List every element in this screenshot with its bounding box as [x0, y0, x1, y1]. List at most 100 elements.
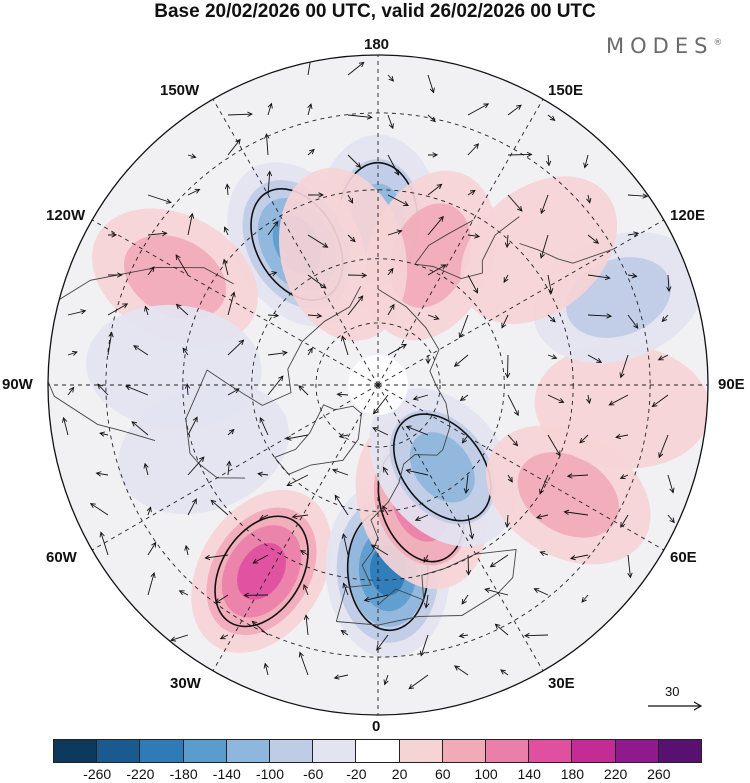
wind-arrow-head — [271, 271, 278, 277]
wind-arrow — [334, 495, 349, 516]
wind-arrow-head — [461, 598, 467, 605]
wind-arrow — [227, 429, 235, 436]
wind-arrow-head — [558, 398, 565, 403]
colorbar — [53, 739, 703, 763]
wind-arrow — [307, 234, 328, 248]
wind-arrow-head — [423, 557, 429, 563]
wind-arrow-head — [165, 198, 172, 204]
wind-arrow — [620, 514, 629, 528]
latitude-circle — [315, 322, 441, 448]
colorbar-bin-4 — [225, 739, 271, 763]
wind-arrow-head — [175, 303, 182, 310]
meridian-line — [377, 384, 665, 551]
wind-arrow-head — [569, 555, 576, 561]
wind-arrow — [587, 234, 599, 244]
wind-arrow-head — [303, 583, 309, 590]
label-lon-90w: 90W — [2, 376, 33, 393]
wind-arrow-head — [376, 644, 382, 651]
wind-arrow — [567, 474, 589, 477]
wind-arrow — [147, 542, 157, 556]
wind-arrow-head — [579, 437, 585, 444]
wind-arrow-head — [669, 517, 675, 524]
wind-arrow — [343, 583, 349, 596]
anomaly-cell — [534, 344, 708, 469]
wind-arrow — [341, 630, 349, 636]
wind-arrow-head — [363, 596, 370, 603]
wind-arrow — [176, 304, 189, 316]
wind-arrow — [413, 394, 429, 400]
wind-arrow — [307, 149, 315, 156]
wind-arrow — [307, 347, 313, 356]
wind-arrow — [547, 274, 552, 294]
wind-arrow — [581, 594, 589, 603]
wind-arrow — [131, 421, 149, 436]
wind-arrow — [387, 304, 395, 316]
wind-arrow-head — [388, 76, 395, 82]
wind-arrow — [454, 354, 469, 367]
wind-arrow-head — [424, 602, 430, 609]
wind-arrow-head — [80, 309, 87, 315]
wind-arrow-head — [539, 488, 545, 495]
wind-arrow — [298, 385, 309, 396]
wind-arrow-head — [615, 433, 621, 440]
colorbar-tick-label: 260 — [647, 766, 671, 782]
label-lon-0: 0 — [372, 718, 381, 735]
wind-arrow — [205, 554, 229, 559]
wind-arrow-head — [517, 205, 523, 212]
wind-arrow — [423, 554, 429, 563]
wind-arrow-head — [219, 634, 226, 640]
wind-arrow — [364, 594, 389, 601]
label-lon-120w: 120W — [46, 207, 86, 224]
anomaly-contour — [237, 543, 286, 600]
wind-arrow — [303, 584, 309, 596]
coastline — [185, 286, 361, 479]
wind-arrow-head — [298, 651, 304, 658]
wind-arrow-head — [361, 272, 368, 279]
wind-arrow — [462, 434, 469, 444]
wind-arrow-head — [489, 562, 496, 568]
wind-arrow — [223, 259, 229, 276]
meridian-line — [91, 384, 379, 551]
wind-arrow — [347, 234, 356, 242]
anomaly-cell — [118, 382, 289, 515]
wind-arrow-head — [633, 323, 639, 329]
wind-arrow — [334, 674, 349, 679]
wind-arrow — [264, 663, 269, 676]
wind-arrow-head — [251, 620, 258, 627]
wind-arrow — [187, 498, 197, 516]
wind-arrow — [267, 271, 277, 276]
wind-arrow — [490, 554, 509, 568]
wind-arrow-head — [366, 114, 373, 120]
logo-registered-mark: ® — [713, 38, 723, 48]
wind-arrow-head — [503, 277, 509, 283]
wind-arrow-head — [608, 400, 615, 406]
wind-arrow-head — [224, 183, 231, 190]
wind-arrow — [299, 652, 309, 676]
wind-arrow — [387, 114, 394, 129]
colorbar-bin-9 — [441, 739, 487, 763]
wind-arrow — [584, 154, 589, 168]
wind-arrow-head — [563, 509, 570, 515]
wind-arrow — [286, 434, 309, 440]
wind-arrow — [459, 314, 469, 338]
wind-arrow-head — [468, 533, 475, 540]
wind-arrow-head — [453, 361, 460, 367]
wind-arrow-head — [401, 343, 407, 349]
wind-arrow-head — [204, 554, 211, 561]
wind-arrow-head — [484, 587, 491, 593]
wind-arrow-head — [210, 499, 217, 506]
wind-arrow — [658, 354, 669, 361]
wind-arrow — [454, 665, 469, 676]
colorbar-tick-label: 20 — [391, 766, 408, 782]
wind-arrow-head — [425, 358, 431, 365]
wind-arrow-head — [68, 386, 75, 393]
wind-arrow-head — [257, 471, 263, 477]
colorbar-bin-2 — [139, 739, 184, 763]
wind-arrow — [67, 351, 78, 356]
wind-arrow — [210, 499, 229, 516]
wind-arrow — [267, 314, 279, 317]
wind-arrow-head — [259, 416, 265, 423]
wind-arrow — [170, 634, 189, 641]
wind-arrow — [460, 394, 469, 401]
wind-arrow-head — [620, 522, 626, 528]
